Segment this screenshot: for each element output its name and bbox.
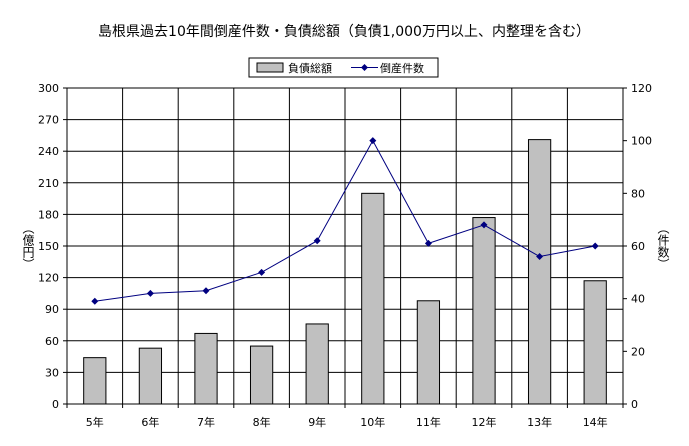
line-point (313, 237, 321, 245)
y-tick-label-left: 120 (38, 272, 59, 285)
series-line (94, 139, 596, 302)
y-tick-label-right: 0 (631, 398, 638, 411)
y-axis-label-right: （件数） (656, 222, 670, 270)
y-tick-label-right: 100 (631, 135, 652, 148)
y-axis-label-left: （億円） (21, 222, 35, 270)
bar (138, 347, 163, 405)
y-tick-label-left: 240 (38, 145, 59, 158)
y-tick-label-left: 300 (38, 82, 59, 95)
y-tick-label-left: 150 (38, 240, 59, 253)
line-point (424, 239, 432, 247)
tick-labels: 0 30 60 90 120 150 180 210 240 270 300 0 20 40 60 80 100… (38, 82, 652, 429)
y-tick-label-left: 0 (52, 398, 59, 411)
x-tick-label: 14年 (583, 415, 608, 429)
line-point (591, 242, 599, 250)
bar (472, 217, 496, 405)
y-tick-label-left: 210 (38, 177, 59, 190)
bar (361, 192, 385, 405)
legend-swatch-bar (256, 62, 284, 73)
x-tick-label: 8年 (253, 415, 271, 429)
x-tick-label: 5年 (86, 415, 104, 429)
line-series (91, 137, 599, 305)
bar (583, 280, 607, 405)
x-tick-label: 10年 (360, 415, 385, 429)
y-tick-label-left: 60 (45, 335, 59, 348)
y-tick-label-right: 120 (631, 82, 652, 95)
bar (194, 332, 218, 405)
bar (83, 357, 107, 405)
y-tick-label-left: 180 (38, 208, 59, 221)
bar (527, 139, 552, 405)
y-tick-label-left: 90 (45, 303, 59, 316)
y-tick-label-right: 80 (631, 187, 645, 200)
y-tick-label-right: 60 (631, 240, 645, 253)
legend-marker (361, 64, 368, 71)
chart-title: 島根県過去10年間倒産件数・負債総額（負債1,000万円以上、内整理を含む） (98, 24, 590, 40)
legend-box (248, 57, 439, 78)
line-point (480, 221, 488, 229)
y-tick-label-right: 40 (631, 293, 645, 306)
legend-label-bar: 負債総額 (288, 61, 332, 75)
line-point (369, 137, 377, 145)
y-tick-label-right: 20 (631, 345, 645, 358)
y-tick-label-left: 270 (38, 114, 59, 127)
line-point (536, 253, 544, 261)
bar (305, 323, 329, 405)
legend: 負債総額 倒産件数 (248, 57, 439, 78)
line-point (146, 289, 154, 297)
x-tick-label: 11年 (416, 415, 441, 429)
bar-series (83, 139, 607, 405)
line-point (91, 297, 99, 305)
line-point (202, 287, 210, 295)
legend-label-line: 倒産件数 (380, 62, 424, 75)
x-tick-label: 12年 (472, 415, 497, 429)
line-point (258, 268, 266, 276)
y-tick-label-left: 30 (45, 366, 59, 379)
x-tick-label: 7年 (197, 415, 215, 429)
x-tick-label: 9年 (308, 415, 326, 429)
bar (416, 300, 441, 405)
bar (249, 345, 274, 405)
x-tick-label: 13年 (527, 415, 552, 429)
axes (63, 87, 627, 408)
x-tick-label: 6年 (141, 415, 159, 429)
